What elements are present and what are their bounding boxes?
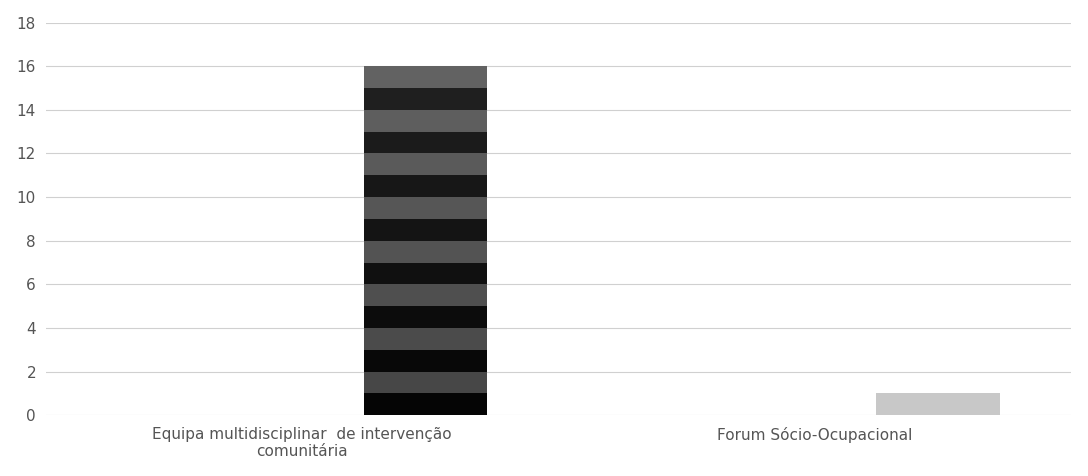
Bar [363, 132, 486, 153]
Bar [363, 328, 486, 350]
Bar [363, 262, 486, 284]
Bar [363, 350, 486, 372]
Bar [363, 372, 486, 393]
Bar [363, 88, 486, 110]
Bar [363, 241, 486, 262]
Bar [363, 197, 486, 219]
Bar [363, 110, 486, 132]
Bar [363, 153, 486, 175]
Bar [363, 306, 486, 328]
Bar [363, 393, 486, 415]
Bar [363, 66, 486, 88]
Bar [363, 284, 486, 306]
Bar [363, 219, 486, 241]
Bar [363, 175, 486, 197]
Bar [877, 393, 1000, 415]
